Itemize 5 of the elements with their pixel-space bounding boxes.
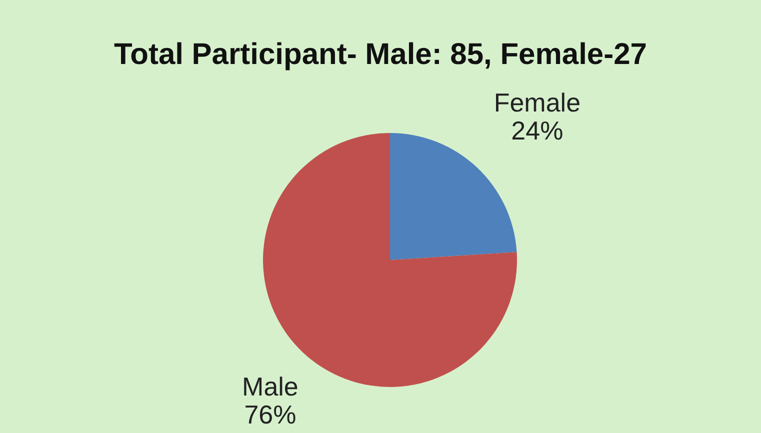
slice-label: Female	[494, 87, 581, 118]
data-label: 24%	[511, 115, 564, 146]
data-label: 76%	[244, 400, 296, 430]
chart-title: Total Participant- Male: 85, Female-27	[114, 38, 647, 71]
slice-label: Male	[242, 372, 298, 402]
